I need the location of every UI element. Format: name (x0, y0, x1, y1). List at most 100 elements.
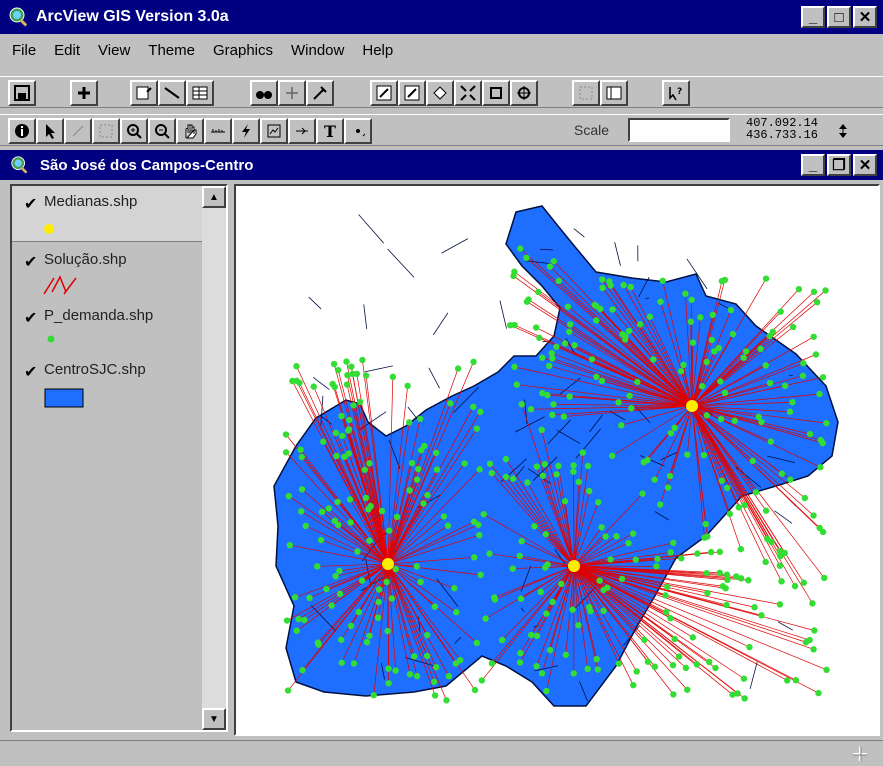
demand-point (406, 487, 413, 494)
theme-properties-button[interactable] (130, 80, 158, 106)
help-button[interactable]: ? (662, 80, 690, 106)
demand-point (810, 512, 817, 519)
view-minimize-button[interactable]: _ (801, 154, 825, 176)
measure-tool[interactable] (204, 118, 232, 144)
assignment-line (387, 563, 411, 675)
demand-point (598, 524, 605, 531)
hotlink-tool[interactable] (232, 118, 260, 144)
area-of-interest-tool[interactable] (260, 118, 288, 144)
demand-point (758, 418, 765, 426)
assignment-line (630, 286, 693, 407)
clear-selection-button[interactable] (426, 80, 454, 106)
menu-theme[interactable]: Theme (148, 41, 195, 59)
identify-tool[interactable] (8, 118, 36, 144)
label-tool[interactable] (288, 118, 316, 144)
zoom-out-icon (155, 124, 170, 139)
select-features-button[interactable] (370, 80, 398, 106)
map-canvas[interactable] (236, 186, 878, 734)
check-icon[interactable]: ✔ (24, 196, 38, 213)
zoom-in-tool[interactable] (120, 118, 148, 144)
assignment-line (691, 376, 824, 407)
minimize-button[interactable]: _ (801, 6, 825, 28)
legend-item-solucao[interactable]: ✔ Solução.shp (12, 244, 204, 298)
demand-point (424, 491, 431, 499)
demand-point (729, 330, 737, 338)
demand-point (405, 419, 413, 426)
block-boundary (499, 300, 507, 329)
demand-point (358, 577, 366, 584)
menu-window[interactable]: Window (291, 41, 345, 59)
menu-view[interactable]: View (98, 41, 131, 59)
resize-grip-icon[interactable] (851, 745, 869, 763)
toc-scrollbar[interactable]: ▲ ▼ (202, 186, 226, 730)
close-button[interactable]: ✕ (853, 6, 877, 28)
legend-item-medianas[interactable]: ✔ Medianas.shp (12, 186, 204, 242)
assignment-line (359, 401, 389, 565)
check-icon[interactable]: ✔ (24, 364, 38, 381)
assignment-line (558, 280, 693, 407)
assignment-line (691, 347, 720, 407)
zoom-out-tool[interactable] (148, 118, 176, 144)
demand-point (706, 658, 713, 666)
menu-help[interactable]: Help (362, 41, 394, 59)
zoom-in-button[interactable] (572, 80, 600, 106)
vertex-edit-tool[interactable] (64, 118, 92, 144)
demand-point (618, 422, 625, 429)
menu-file[interactable]: File (12, 41, 37, 59)
view-restore-button[interactable]: ❐ (827, 154, 851, 176)
zoom-selected-button[interactable] (510, 80, 538, 106)
assignment-line (621, 405, 693, 426)
legend-item-p-demanda[interactable]: ✔ P_demanda.shp (12, 300, 204, 354)
maximize-button[interactable]: □ (827, 6, 851, 28)
demand-point (735, 504, 742, 511)
demand-point (366, 460, 373, 467)
demand-point (565, 328, 573, 335)
select-theme-icon (404, 85, 420, 101)
assignment-line (573, 565, 814, 650)
assignment-line (368, 509, 389, 565)
coord-y: 436.733.16 (746, 128, 819, 142)
demand-point (650, 356, 657, 363)
select-feature-tool[interactable] (92, 118, 120, 144)
demand-point (415, 465, 422, 473)
pointer-tool[interactable] (36, 118, 64, 144)
find-button[interactable] (250, 80, 278, 106)
view-close-button[interactable]: ✕ (853, 154, 877, 176)
assignment-line (552, 405, 693, 416)
menu-edit[interactable]: Edit (54, 41, 81, 59)
open-table-button[interactable] (186, 80, 214, 106)
scroll-down-button[interactable]: ▼ (202, 708, 226, 730)
pan-tool[interactable] (176, 118, 204, 144)
centrosjc-polygons (273, 205, 839, 707)
zoom-full-extent-button[interactable] (454, 80, 482, 106)
zoom-previous-button[interactable] (600, 80, 628, 106)
select-by-theme-button[interactable] (398, 80, 426, 106)
assignment-line (573, 565, 726, 589)
save-button[interactable] (8, 80, 36, 106)
assignment-line (534, 525, 575, 567)
zoom-active-themes-button[interactable] (482, 80, 510, 106)
query-builder-button[interactable] (306, 80, 334, 106)
legend-item-centrosjc[interactable]: ✔ CentroSJC.shp (12, 354, 204, 414)
demand-point (549, 598, 556, 606)
edit-legend-button[interactable] (158, 80, 186, 106)
text-tool[interactable]: T (316, 118, 344, 144)
scroll-up-button[interactable]: ▲ (202, 186, 226, 208)
scale-label: Scale (574, 122, 610, 138)
demand-point (593, 317, 600, 324)
menu-graphics[interactable]: Graphics (212, 41, 273, 59)
assignment-line (691, 405, 823, 444)
assignment-line (298, 563, 389, 620)
assignment-line (691, 405, 759, 418)
check-icon[interactable]: ✔ (24, 254, 38, 271)
locate-button[interactable] (278, 80, 306, 106)
map-display[interactable] (234, 184, 880, 736)
scale-input[interactable] (628, 118, 730, 142)
check-icon[interactable]: ✔ (24, 310, 38, 327)
demand-point (282, 449, 290, 456)
add-theme-button[interactable] (70, 80, 98, 106)
demand-point (363, 638, 371, 646)
demand-point (282, 431, 290, 438)
demand-points (282, 245, 830, 704)
draw-point-tool[interactable] (344, 118, 372, 144)
